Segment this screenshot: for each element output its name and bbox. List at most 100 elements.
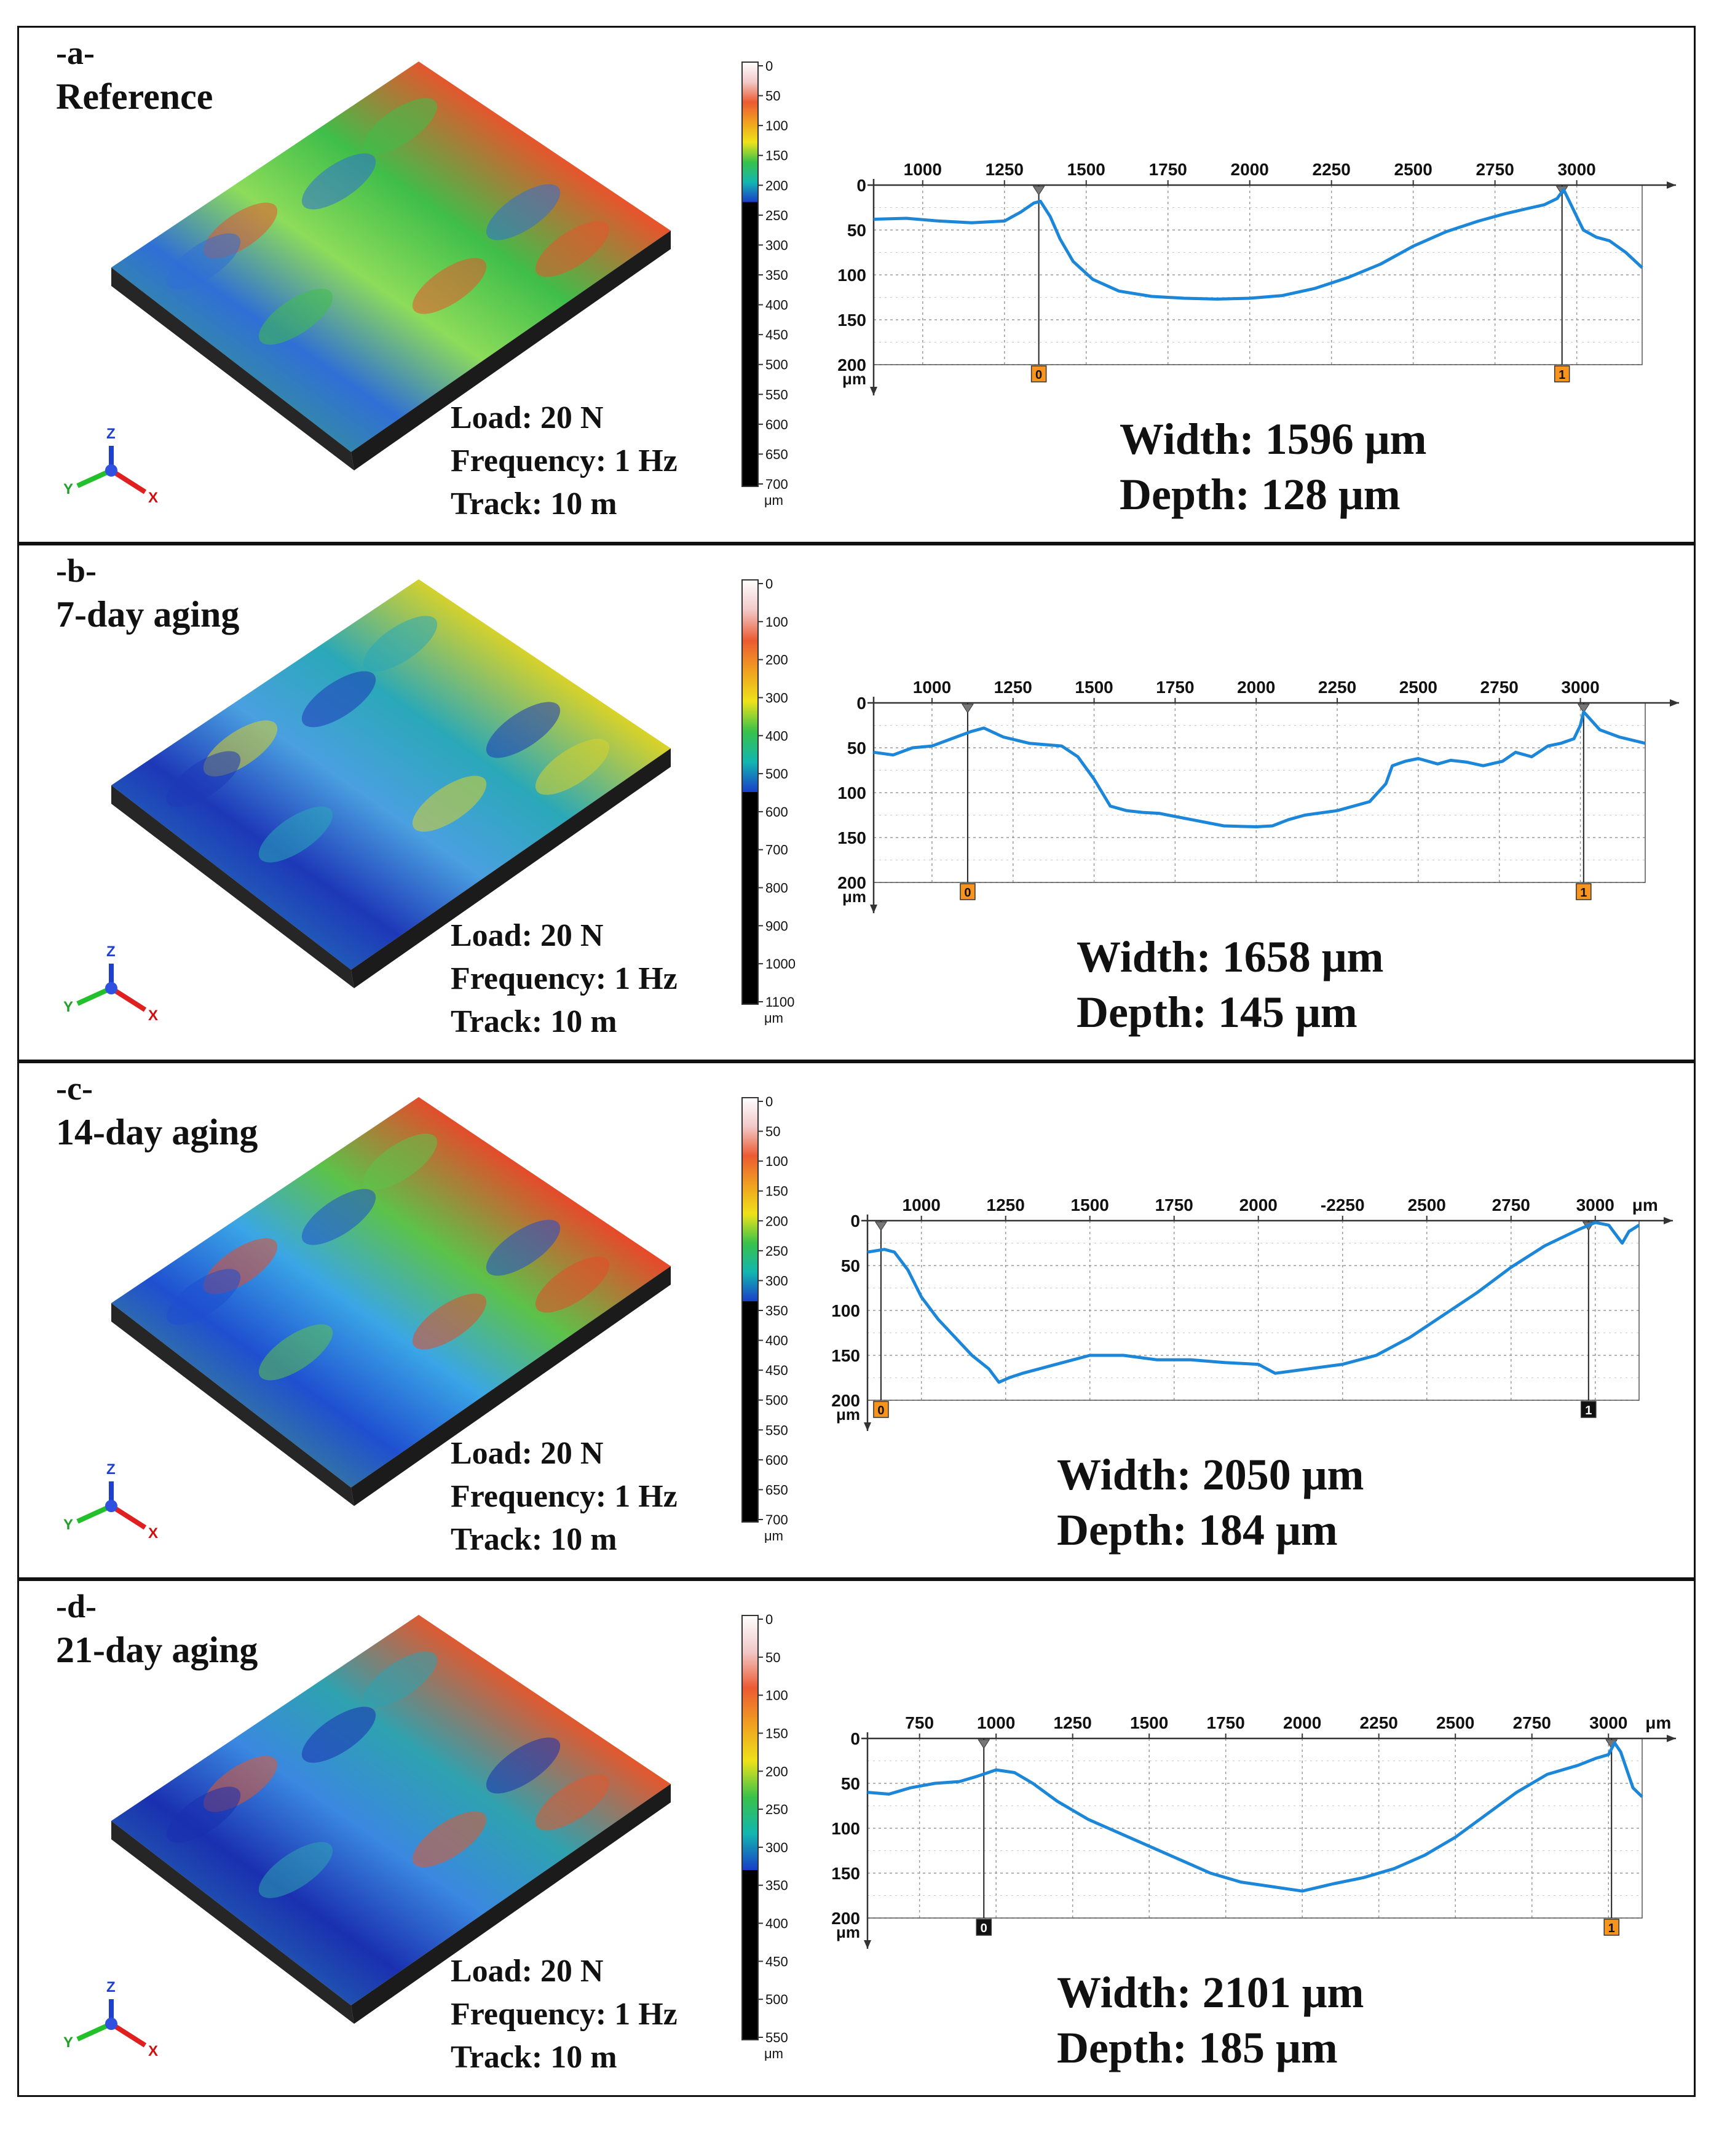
- scale-tick-label: 700: [765, 477, 788, 492]
- scale-tick-label: 100: [765, 1154, 788, 1169]
- surface-patch: [166, 233, 241, 290]
- surface-patch: [363, 98, 438, 154]
- surface-patch: [363, 1133, 438, 1190]
- x-tick-label: 1000: [903, 1195, 941, 1215]
- scale-tick-label: 550: [765, 387, 788, 402]
- x-tick-label: 2250: [1318, 678, 1356, 697]
- panel-graphics: ZYX050100150200250300350400450500550μm75…: [63, 1612, 1676, 2061]
- surface-map-3d: [111, 579, 671, 988]
- y-tick-label: 100: [831, 1819, 860, 1838]
- axis-triad: Z Y X: [63, 426, 158, 506]
- panel-a: -a- Reference Z Y X 0 50 100 150 200 250 300 350 400 4…: [17, 26, 1696, 544]
- scale-tick-label: 0: [765, 576, 773, 592]
- surface-map-3d: [111, 1097, 671, 1506]
- surface-patch: [412, 1293, 487, 1350]
- x-tick-label: 1750: [1155, 1195, 1193, 1215]
- x-tick-label: 2500: [1408, 1195, 1446, 1215]
- x-tick-label: 3000: [1589, 1713, 1627, 1732]
- scale-tick-label: 500: [765, 766, 788, 782]
- y-tick-label: 150: [831, 1346, 860, 1365]
- profile-chart: 1000 1250 1500 1750 2000 2250 2500 2750 30000501…: [837, 160, 1676, 395]
- x-axis-arrowhead: [1667, 1735, 1676, 1742]
- surface-patch: [166, 1786, 241, 1843]
- x-tick-label: 1250: [994, 678, 1032, 697]
- x-tick-label: 2000: [1231, 160, 1269, 179]
- scale-tick-label: 400: [765, 1333, 788, 1349]
- scale-tick-label: 150: [765, 1726, 788, 1741]
- x-axis-label: X: [148, 2043, 158, 2059]
- profile-chart: 750 1000 1250 1500 1750 2000 2250 2500 2750 3000 μ…: [831, 1713, 1676, 1949]
- surface-edge-right: [351, 748, 671, 988]
- scale-tick-label: 250: [765, 208, 788, 223]
- y-tick-label: 200: [831, 1391, 860, 1410]
- cursor-badge: [960, 883, 976, 900]
- panel-title: 14-day aging: [56, 1112, 258, 1152]
- scale-tick-label: 350: [765, 1878, 788, 1893]
- result-width: Width: 2050 μm: [1057, 1450, 1364, 1499]
- x-tick-label: 2250: [1313, 160, 1351, 179]
- scale-tick-label: 600: [765, 1453, 788, 1468]
- scale-tick-label: 250: [765, 1802, 788, 1817]
- scale-tick-label: 150: [765, 1184, 788, 1199]
- x-tick-label: 2750: [1476, 160, 1514, 179]
- scale-tick-label: 700: [765, 842, 788, 858]
- z-axis-label: Z: [106, 1979, 116, 1995]
- panel-graphics: ZYX0501001502002503003504004505005506006…: [63, 58, 1676, 508]
- y-tick-label: 150: [831, 1864, 860, 1883]
- y-tick-label: 200: [837, 355, 866, 375]
- y-tick-label: 0: [850, 1211, 860, 1231]
- scale-tick-label: 450: [765, 327, 788, 343]
- panel-title: 21-day aging: [56, 1630, 258, 1670]
- scale-tick-label: 50: [765, 1650, 780, 1665]
- surface-patch: [486, 184, 561, 240]
- scale-tick-label: 500: [765, 1393, 788, 1408]
- x-axis-arrowhead: [1667, 181, 1676, 189]
- cursor-badge-label: 1: [1580, 886, 1587, 900]
- x-tick-label: 1500: [1071, 1195, 1109, 1215]
- x-tick-label: 1750: [1149, 160, 1187, 179]
- panel-letter: -b-: [56, 552, 97, 589]
- y-tick-label: 200: [831, 1909, 860, 1928]
- scale-tick-label: 300: [765, 1840, 788, 1855]
- surface-patch: [301, 671, 376, 727]
- y-tick-label: 100: [837, 783, 866, 803]
- cursor-triangle: [962, 703, 974, 713]
- scale-tick-label: 250: [765, 1243, 788, 1259]
- scale-tick-label: 200: [765, 1764, 788, 1779]
- x-tick-label: 1000: [977, 1713, 1015, 1732]
- y-axis-arrow: [76, 986, 113, 1006]
- x-tick-label: 3000: [1576, 1195, 1614, 1215]
- cursor-badge: [976, 1919, 992, 1936]
- cursor-badge: [1581, 1401, 1597, 1418]
- x-tick-label: 1000: [904, 160, 942, 179]
- x-tick-label: 1000: [913, 678, 951, 697]
- condition-line: Load: 20 N: [451, 918, 604, 953]
- y-tick-label: 50: [847, 739, 866, 758]
- surface-edge-right: [351, 231, 671, 470]
- condition-line: Load: 20 N: [451, 400, 604, 435]
- surface-patch: [258, 1324, 333, 1381]
- surface-patch: [363, 1651, 438, 1708]
- condition-line: Track: 10 m: [451, 2040, 617, 2075]
- axis-triad: Z Y X: [63, 1979, 158, 2059]
- scale-tick-label: 0: [765, 1094, 773, 1109]
- scale-unit: μm: [764, 1010, 783, 1026]
- scale-tick-label: 200: [765, 652, 788, 668]
- scale-tick-label: 400: [765, 728, 788, 743]
- x-axis-arrow: [109, 468, 147, 494]
- cursor-triangle: [1032, 186, 1045, 196]
- surface-patch: [486, 1737, 561, 1794]
- scale-tick-label: 300: [765, 237, 788, 253]
- x-tick-label: 2000: [1283, 1713, 1321, 1732]
- condition-line: Frequency: 1 Hz: [451, 961, 678, 996]
- panel-d: -d- 21-day aging Z Y X 0 50 100 150 200 250 300 350 4…: [17, 1579, 1696, 2097]
- cursor-triangle: [978, 1739, 990, 1749]
- y-tick-label: 0: [850, 1729, 860, 1748]
- scale-tick-label: 1100: [765, 994, 794, 1010]
- result-depth: Depth: 185 μm: [1057, 2023, 1338, 2072]
- scale-tick-label: 350: [765, 268, 788, 283]
- surface-patch: [301, 1189, 376, 1245]
- condition-line: Load: 20 N: [451, 1436, 604, 1471]
- panel-b: -b- 7-day aging Z Y X 0 100 200 300 400 500 600 700 8…: [17, 544, 1696, 1061]
